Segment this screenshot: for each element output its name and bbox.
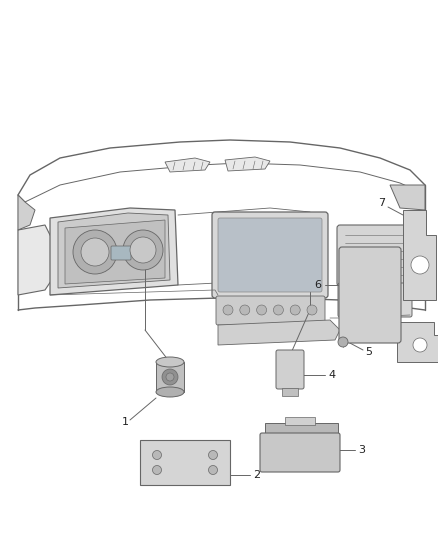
FancyBboxPatch shape [338,283,412,317]
Ellipse shape [156,387,184,397]
Circle shape [338,337,348,347]
Polygon shape [18,195,35,230]
Circle shape [307,305,317,315]
Circle shape [81,238,109,266]
Circle shape [123,230,163,270]
Polygon shape [403,210,436,300]
Polygon shape [140,440,230,485]
FancyBboxPatch shape [212,212,328,298]
FancyBboxPatch shape [276,350,304,389]
FancyBboxPatch shape [216,296,325,325]
Circle shape [290,305,300,315]
Text: 6: 6 [314,280,321,290]
Bar [156,362,184,392]
Text: 2: 2 [254,470,261,480]
Text: 1: 1 [121,417,128,427]
Circle shape [162,369,178,385]
Polygon shape [165,158,210,172]
Circle shape [413,338,427,352]
Circle shape [208,450,218,459]
Circle shape [257,305,267,315]
Polygon shape [397,322,438,362]
FancyBboxPatch shape [337,225,411,286]
Bar [285,417,315,425]
Polygon shape [225,157,270,171]
Polygon shape [50,208,178,295]
Text: 3: 3 [358,445,365,455]
Circle shape [130,237,156,263]
Polygon shape [65,220,165,284]
Polygon shape [390,185,425,210]
Bar [282,388,298,396]
Circle shape [411,256,429,274]
Polygon shape [18,225,55,295]
Polygon shape [218,320,340,345]
Circle shape [240,305,250,315]
FancyBboxPatch shape [339,247,401,343]
Ellipse shape [156,357,184,367]
Text: 7: 7 [378,198,385,208]
FancyBboxPatch shape [260,433,340,472]
Circle shape [208,465,218,474]
Polygon shape [58,213,170,288]
Polygon shape [265,423,338,437]
FancyBboxPatch shape [111,246,131,260]
Circle shape [152,465,162,474]
Circle shape [166,373,174,381]
Circle shape [152,450,162,459]
FancyBboxPatch shape [218,218,322,292]
Text: 5: 5 [365,347,372,357]
Text: 4: 4 [328,370,336,380]
Circle shape [223,305,233,315]
Circle shape [273,305,283,315]
Circle shape [73,230,117,274]
